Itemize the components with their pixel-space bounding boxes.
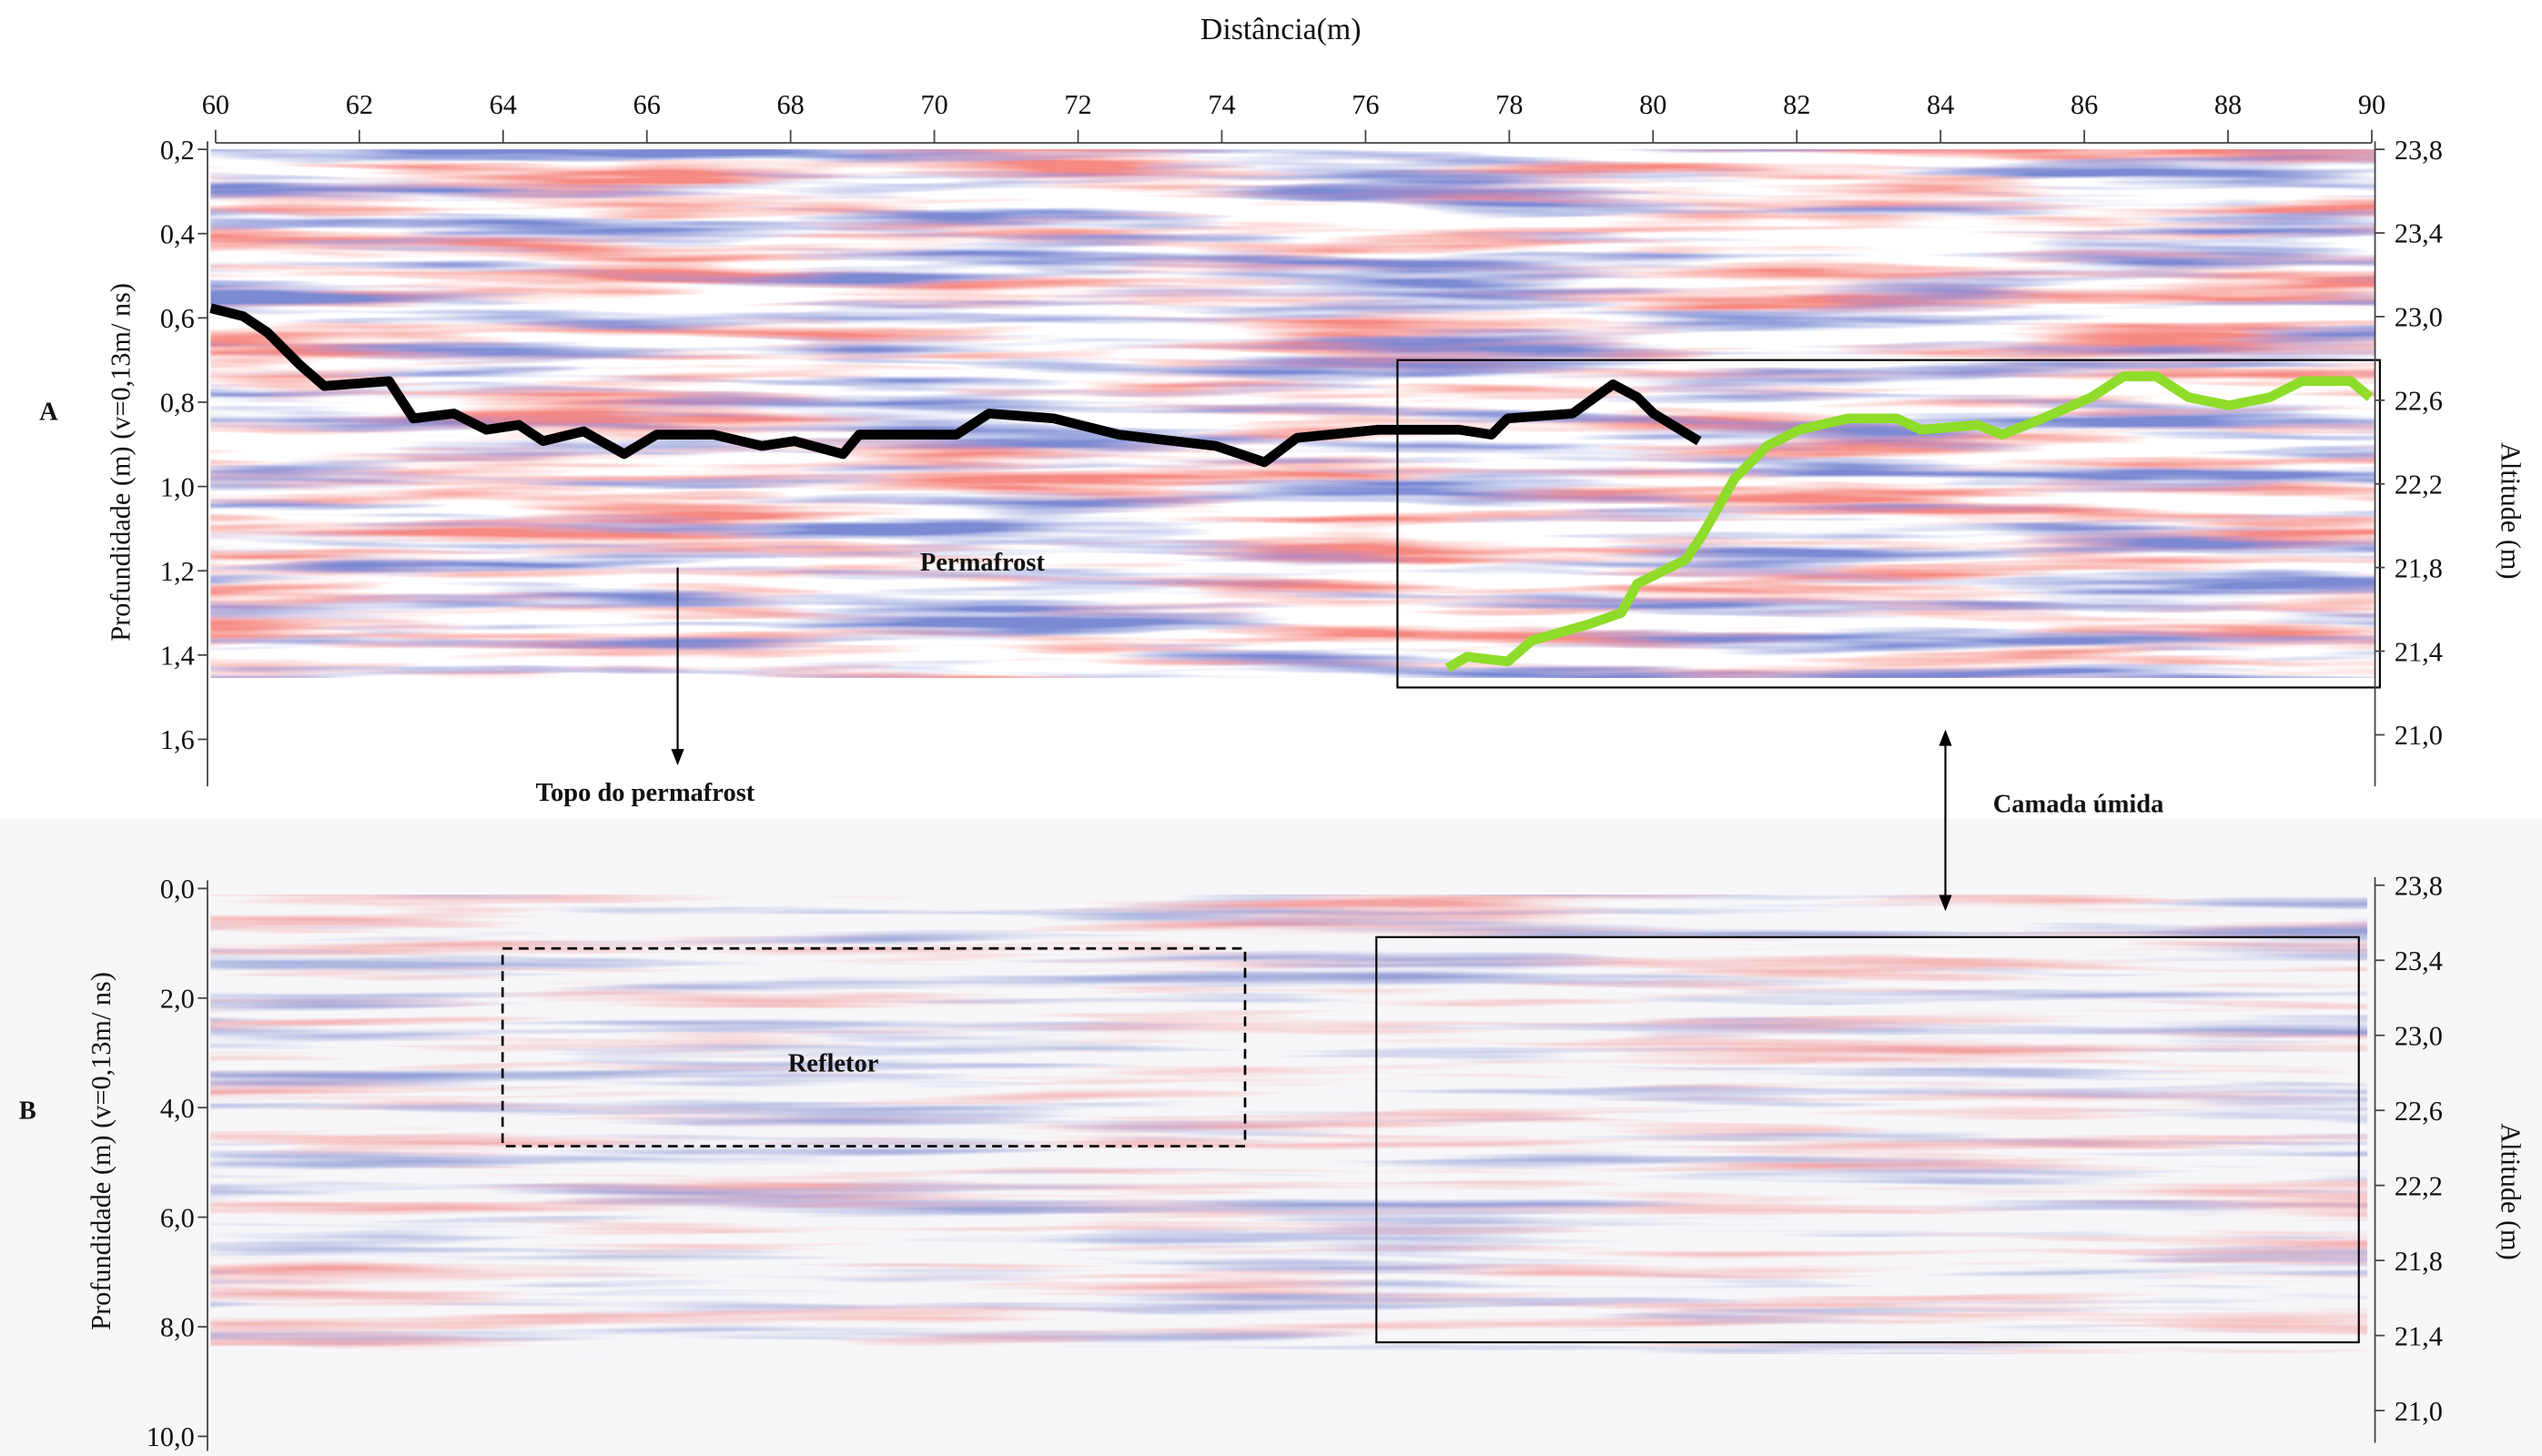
x-tick-label: 66 bbox=[633, 89, 661, 120]
y2-tick-label: 21,4 bbox=[2395, 636, 2443, 667]
y-axis-title: Profundidade (m) (v=0,13m/ ns) bbox=[86, 972, 116, 1330]
y-tick-label: 6,0 bbox=[160, 1202, 195, 1233]
x-tick-label: 72 bbox=[1064, 89, 1091, 120]
y-tick-label: 0,8 bbox=[160, 388, 195, 419]
y-tick-label: 2,0 bbox=[160, 983, 195, 1014]
y2-tick-label: 23,0 bbox=[2395, 302, 2443, 333]
y-tick-label: 4,0 bbox=[160, 1093, 195, 1124]
y-tick-label: 0,2 bbox=[160, 135, 195, 166]
radargram-b bbox=[210, 895, 2367, 1354]
y2-tick-label: 22,6 bbox=[2395, 1096, 2443, 1127]
y2-tick-label: 22,6 bbox=[2395, 386, 2443, 417]
x-tick-label: 84 bbox=[1927, 89, 1954, 120]
y-tick-label: 0,0 bbox=[160, 874, 195, 905]
y2-tick-label: 23,8 bbox=[2395, 135, 2443, 166]
y2-tick-label: 21,0 bbox=[2395, 1396, 2443, 1427]
y2-tick-label: 21,8 bbox=[2395, 552, 2443, 583]
y-tick-label: 8,0 bbox=[160, 1312, 195, 1343]
x-tick-label: 62 bbox=[346, 89, 373, 120]
annotation: Permafrost bbox=[920, 549, 1046, 577]
annotation: Refletor bbox=[788, 1050, 879, 1078]
x-tick-label: 60 bbox=[202, 89, 229, 120]
x-tick-label: 70 bbox=[920, 89, 947, 120]
y-tick-label: 0,4 bbox=[160, 218, 195, 249]
y2-tick-label: 22,2 bbox=[2395, 1170, 2443, 1201]
arrow-head bbox=[671, 749, 684, 765]
wet-box-a bbox=[1396, 359, 2381, 689]
y2-tick-label: 21,4 bbox=[2395, 1320, 2443, 1351]
y-tick-label: 1,0 bbox=[160, 471, 195, 502]
y2-tick-label: 22,2 bbox=[2395, 469, 2443, 500]
y-tick-label: 0,6 bbox=[160, 303, 195, 334]
wet-box-b bbox=[1375, 935, 2360, 1344]
annotation: Topo do permafrost bbox=[536, 779, 755, 807]
panel-label: B bbox=[19, 1097, 36, 1125]
x-tick-label: 90 bbox=[2358, 89, 2385, 120]
y2-axis-title: Altitude (m) bbox=[2495, 1123, 2526, 1259]
y2-tick-label: 23,4 bbox=[2395, 945, 2443, 976]
x-tick-label: 74 bbox=[1208, 89, 1235, 120]
y-tick-label: 1,6 bbox=[160, 724, 195, 755]
y2-tick-label: 23,0 bbox=[2395, 1020, 2443, 1051]
y2-tick-label: 21,0 bbox=[2395, 720, 2443, 751]
permafrost-top-line bbox=[209, 303, 1702, 468]
y-tick-label: 10,0 bbox=[147, 1421, 195, 1452]
x-tick-label: 76 bbox=[1352, 89, 1379, 120]
x-tick-label: 80 bbox=[1639, 89, 1666, 120]
top-axis-title: Distância(m) bbox=[1200, 13, 1362, 46]
y2-tick-label: 23,8 bbox=[2395, 870, 2443, 901]
x-tick-label: 68 bbox=[777, 89, 805, 120]
panel-label: A bbox=[39, 399, 58, 427]
y2-axis-title: Altitude (m) bbox=[2495, 442, 2526, 579]
x-tick-label: 88 bbox=[2214, 89, 2242, 120]
x-tick-label: 82 bbox=[1783, 89, 1810, 120]
annotation: Camada úmida bbox=[1993, 791, 2164, 819]
y-tick-label: 1,4 bbox=[160, 641, 195, 672]
y2-tick-label: 21,8 bbox=[2395, 1246, 2443, 1277]
y-tick-label: 1,2 bbox=[160, 556, 195, 587]
y-axis-title: Profundidade (m) (v=0,13m/ ns) bbox=[105, 283, 136, 642]
y2-tick-label: 23,4 bbox=[2395, 218, 2443, 249]
radargram-a bbox=[210, 149, 2375, 678]
x-tick-label: 86 bbox=[2071, 89, 2098, 120]
x-tick-label: 64 bbox=[490, 89, 517, 120]
wet-layer-line bbox=[1444, 371, 2374, 672]
x-tick-label: 78 bbox=[1495, 89, 1523, 120]
